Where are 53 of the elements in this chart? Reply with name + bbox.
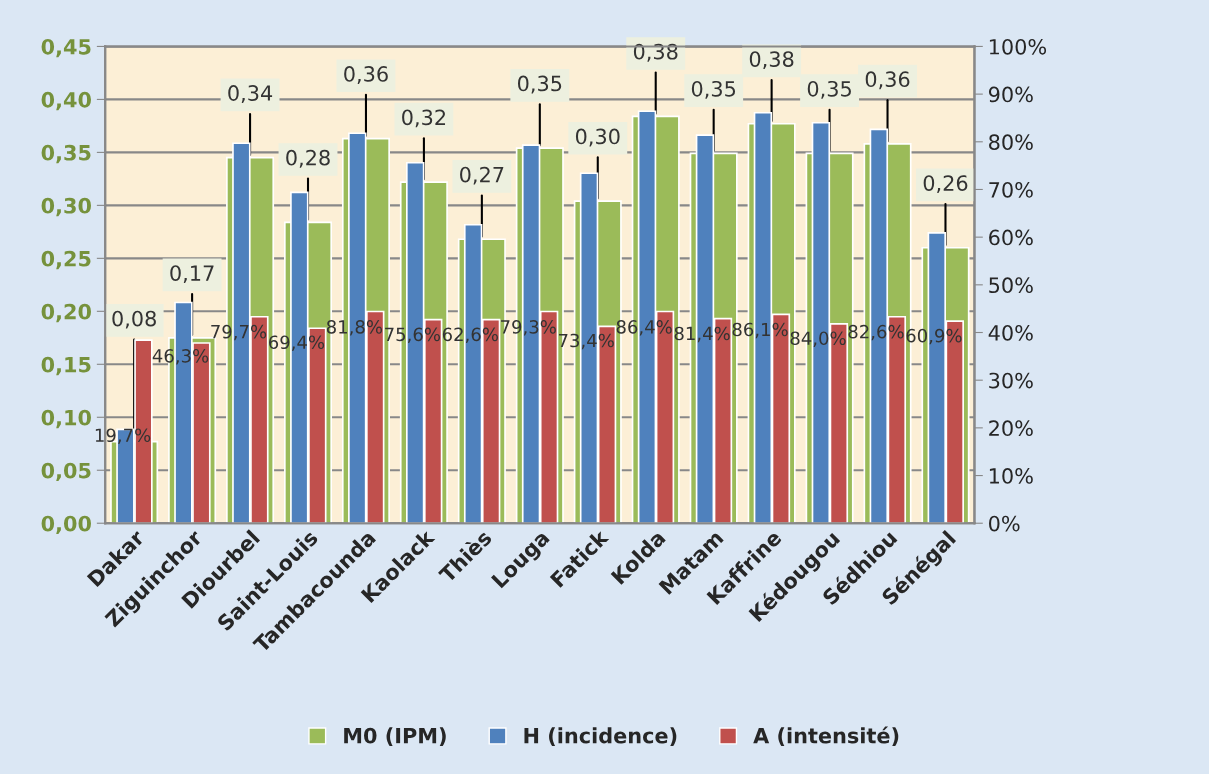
y2-tick-label: 20% — [989, 420, 1033, 437]
data-label: 0,35 — [807, 80, 851, 99]
legend-label: H (incidence) — [524, 727, 677, 746]
legend-label: M0 (IPM) — [344, 727, 446, 746]
data-label: 0,27 — [460, 166, 504, 185]
y-tick-label: 0,45 — [41, 38, 91, 58]
y-tick-label: 0,30 — [41, 197, 91, 217]
data-label: 0,08 — [112, 310, 156, 329]
data-label: 60,9% — [906, 328, 962, 345]
y2-tick-label: 30% — [989, 372, 1033, 389]
data-label: 86,4% — [616, 320, 672, 336]
y-tick-label: 0,05 — [41, 462, 91, 482]
data-label: 86,1% — [732, 322, 788, 339]
data-label: 73,4% — [558, 333, 614, 350]
y-tick-label: 0,35 — [41, 144, 91, 164]
y2-tick-label: 80% — [989, 134, 1033, 151]
data-label: 84,0% — [790, 331, 846, 347]
data-label: 79,7% — [211, 324, 267, 341]
y2-tick-label: 60% — [989, 229, 1033, 246]
data-label: 81,8% — [326, 320, 383, 336]
data-label: 82,6% — [848, 324, 904, 341]
data-label: 0,36 — [344, 66, 388, 84]
data-label: 62,6% — [442, 327, 498, 344]
y2-tick-label: 0% — [989, 515, 1020, 532]
y-tick-label: 0,20 — [41, 303, 91, 323]
data-label: 79,3% — [501, 320, 556, 336]
data-label: 75,6% — [385, 327, 441, 344]
data-label: 0,34 — [228, 85, 273, 103]
data-label: 0,17 — [170, 265, 214, 284]
y2-tick-label: 50% — [989, 277, 1033, 294]
y2-tick-label: 90% — [988, 86, 1033, 103]
y2-tick-label: 70% — [989, 181, 1033, 198]
data-label: 0,36 — [865, 71, 910, 90]
data-label: 0,38 — [633, 43, 678, 62]
data-label: 19,7% — [95, 428, 151, 444]
data-label: 46,3% — [152, 349, 209, 365]
legend-label: A (intensité) — [753, 726, 899, 746]
y2-tick-label: 10% — [989, 468, 1033, 484]
data-label: 81,4% — [674, 326, 730, 343]
data-label: 0,28 — [286, 149, 330, 168]
y-tick-label: 0,15 — [41, 356, 91, 376]
data-label: 0,38 — [749, 51, 794, 70]
y-tick-label: 0,40 — [41, 91, 91, 111]
y2-tick-label: 100% — [989, 38, 1047, 55]
data-label: 0,26 — [923, 175, 968, 194]
y-tick-label: 0,10 — [41, 409, 91, 429]
data-label: 0,32 — [402, 109, 446, 128]
data-label: 0,30 — [575, 128, 620, 147]
data-label: 0,35 — [691, 80, 736, 99]
y2-tick-label: 40% — [988, 324, 1033, 341]
y-tick-label: 0,25 — [41, 250, 91, 270]
data-label: 69,4% — [269, 335, 325, 351]
data-label: 0,35 — [518, 75, 562, 94]
